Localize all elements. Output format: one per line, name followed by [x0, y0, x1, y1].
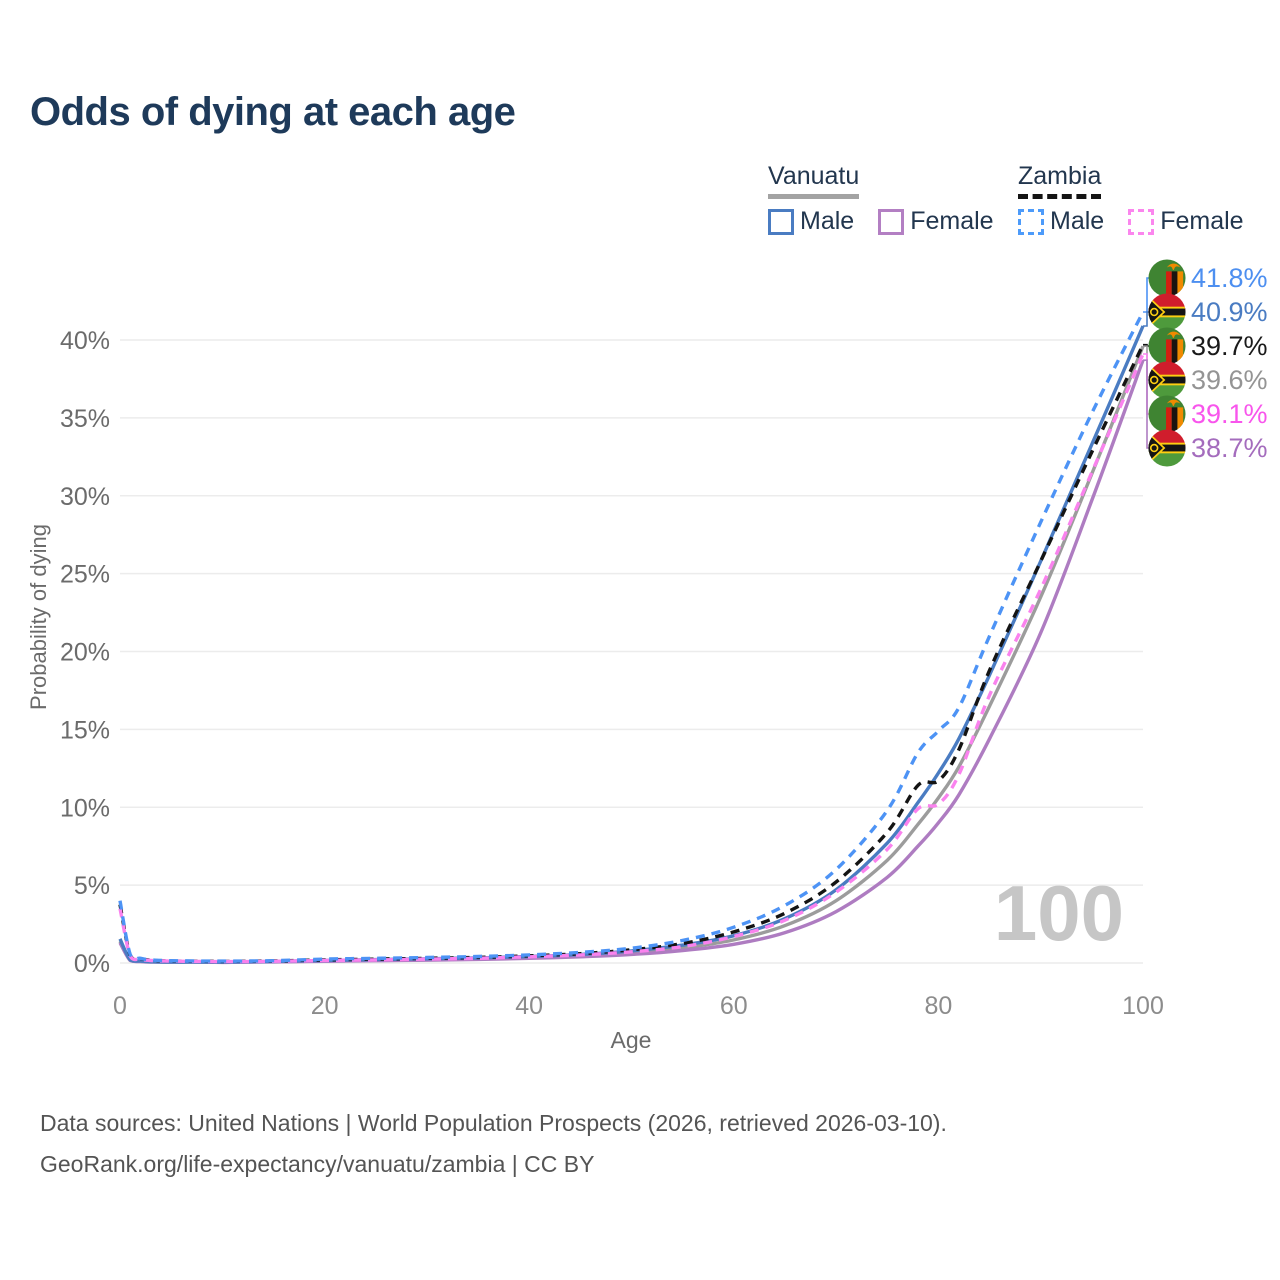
x-tick-label: 60	[720, 992, 748, 1020]
y-axis-label: Probability of dying	[26, 524, 51, 710]
x-tick-label: 100	[1122, 992, 1164, 1020]
footer-attribution: GeoRank.org/life-expectancy/vanuatu/zamb…	[40, 1151, 595, 1177]
legend-item-label: Female	[910, 207, 994, 235]
series-line-zambia-female	[118, 353, 1145, 964]
y-tick-label: 40%	[60, 327, 110, 355]
vanuatu-female-swatch-icon[interactable]	[878, 208, 905, 235]
x-axis-label: Age	[611, 1027, 652, 1053]
legend-group-vanuatu: Vanuatu Male Female	[768, 162, 1018, 236]
x-tick-label: 80	[924, 992, 952, 1020]
series-line-vanuatu-male	[118, 325, 1145, 964]
legend-group-zambia: Zambia Male Female	[1018, 162, 1268, 236]
legend-item-zambia-female[interactable]: Female	[1128, 207, 1244, 236]
series-line-vanuatu-both-sexes	[118, 345, 1145, 965]
legend-item-label: Female	[1160, 207, 1244, 235]
y-tick-label: 30%	[60, 483, 110, 511]
y-tick-label: 10%	[60, 794, 110, 822]
legend-header-vanuatu: Vanuatu	[768, 162, 860, 199]
legend-item-vanuatu-male[interactable]: Male	[768, 207, 854, 236]
footer-data-sources: Data sources: United Nations | World Pop…	[40, 1110, 947, 1136]
series-line-zambia-both-sexes	[118, 343, 1145, 964]
y-tick-label: 20%	[60, 639, 110, 667]
page-title: Odds of dying at each age	[30, 90, 516, 134]
zambia-female-swatch-icon[interactable]	[1128, 208, 1155, 235]
end-label-leader	[1143, 359, 1151, 449]
series-line-zambia-male	[118, 311, 1145, 963]
legend-item-zambia-male[interactable]: Male	[1018, 207, 1104, 236]
y-tick-label: 35%	[60, 405, 110, 433]
series-line-vanuatu-female	[118, 359, 1145, 965]
legend-header-zambia: Zambia	[1018, 162, 1102, 199]
end-label-leader	[1143, 311, 1151, 327]
year-watermark: 100	[994, 869, 1124, 957]
footer: Data sources: United Nations | World Pop…	[40, 1103, 947, 1185]
end-label-leader	[1143, 277, 1151, 313]
y-tick-label: 15%	[60, 716, 110, 744]
zambia-male-swatch-icon[interactable]	[1018, 208, 1044, 235]
y-tick-label: 25%	[60, 561, 110, 589]
vanuatu-male-swatch-icon[interactable]	[768, 208, 794, 235]
y-tick-label: 0%	[74, 950, 110, 978]
x-tick-label: 20	[311, 992, 339, 1020]
legend-item-vanuatu-female[interactable]: Female	[878, 207, 994, 236]
legend-item-label: Male	[1050, 207, 1105, 235]
x-tick-label: 40	[515, 992, 543, 1020]
legend: Vanuatu Male Female Zambia Male Female	[0, 162, 1280, 246]
x-tick-label: 0	[113, 992, 127, 1020]
legend-item-label: Male	[800, 207, 855, 235]
y-tick-label: 5%	[74, 872, 110, 900]
